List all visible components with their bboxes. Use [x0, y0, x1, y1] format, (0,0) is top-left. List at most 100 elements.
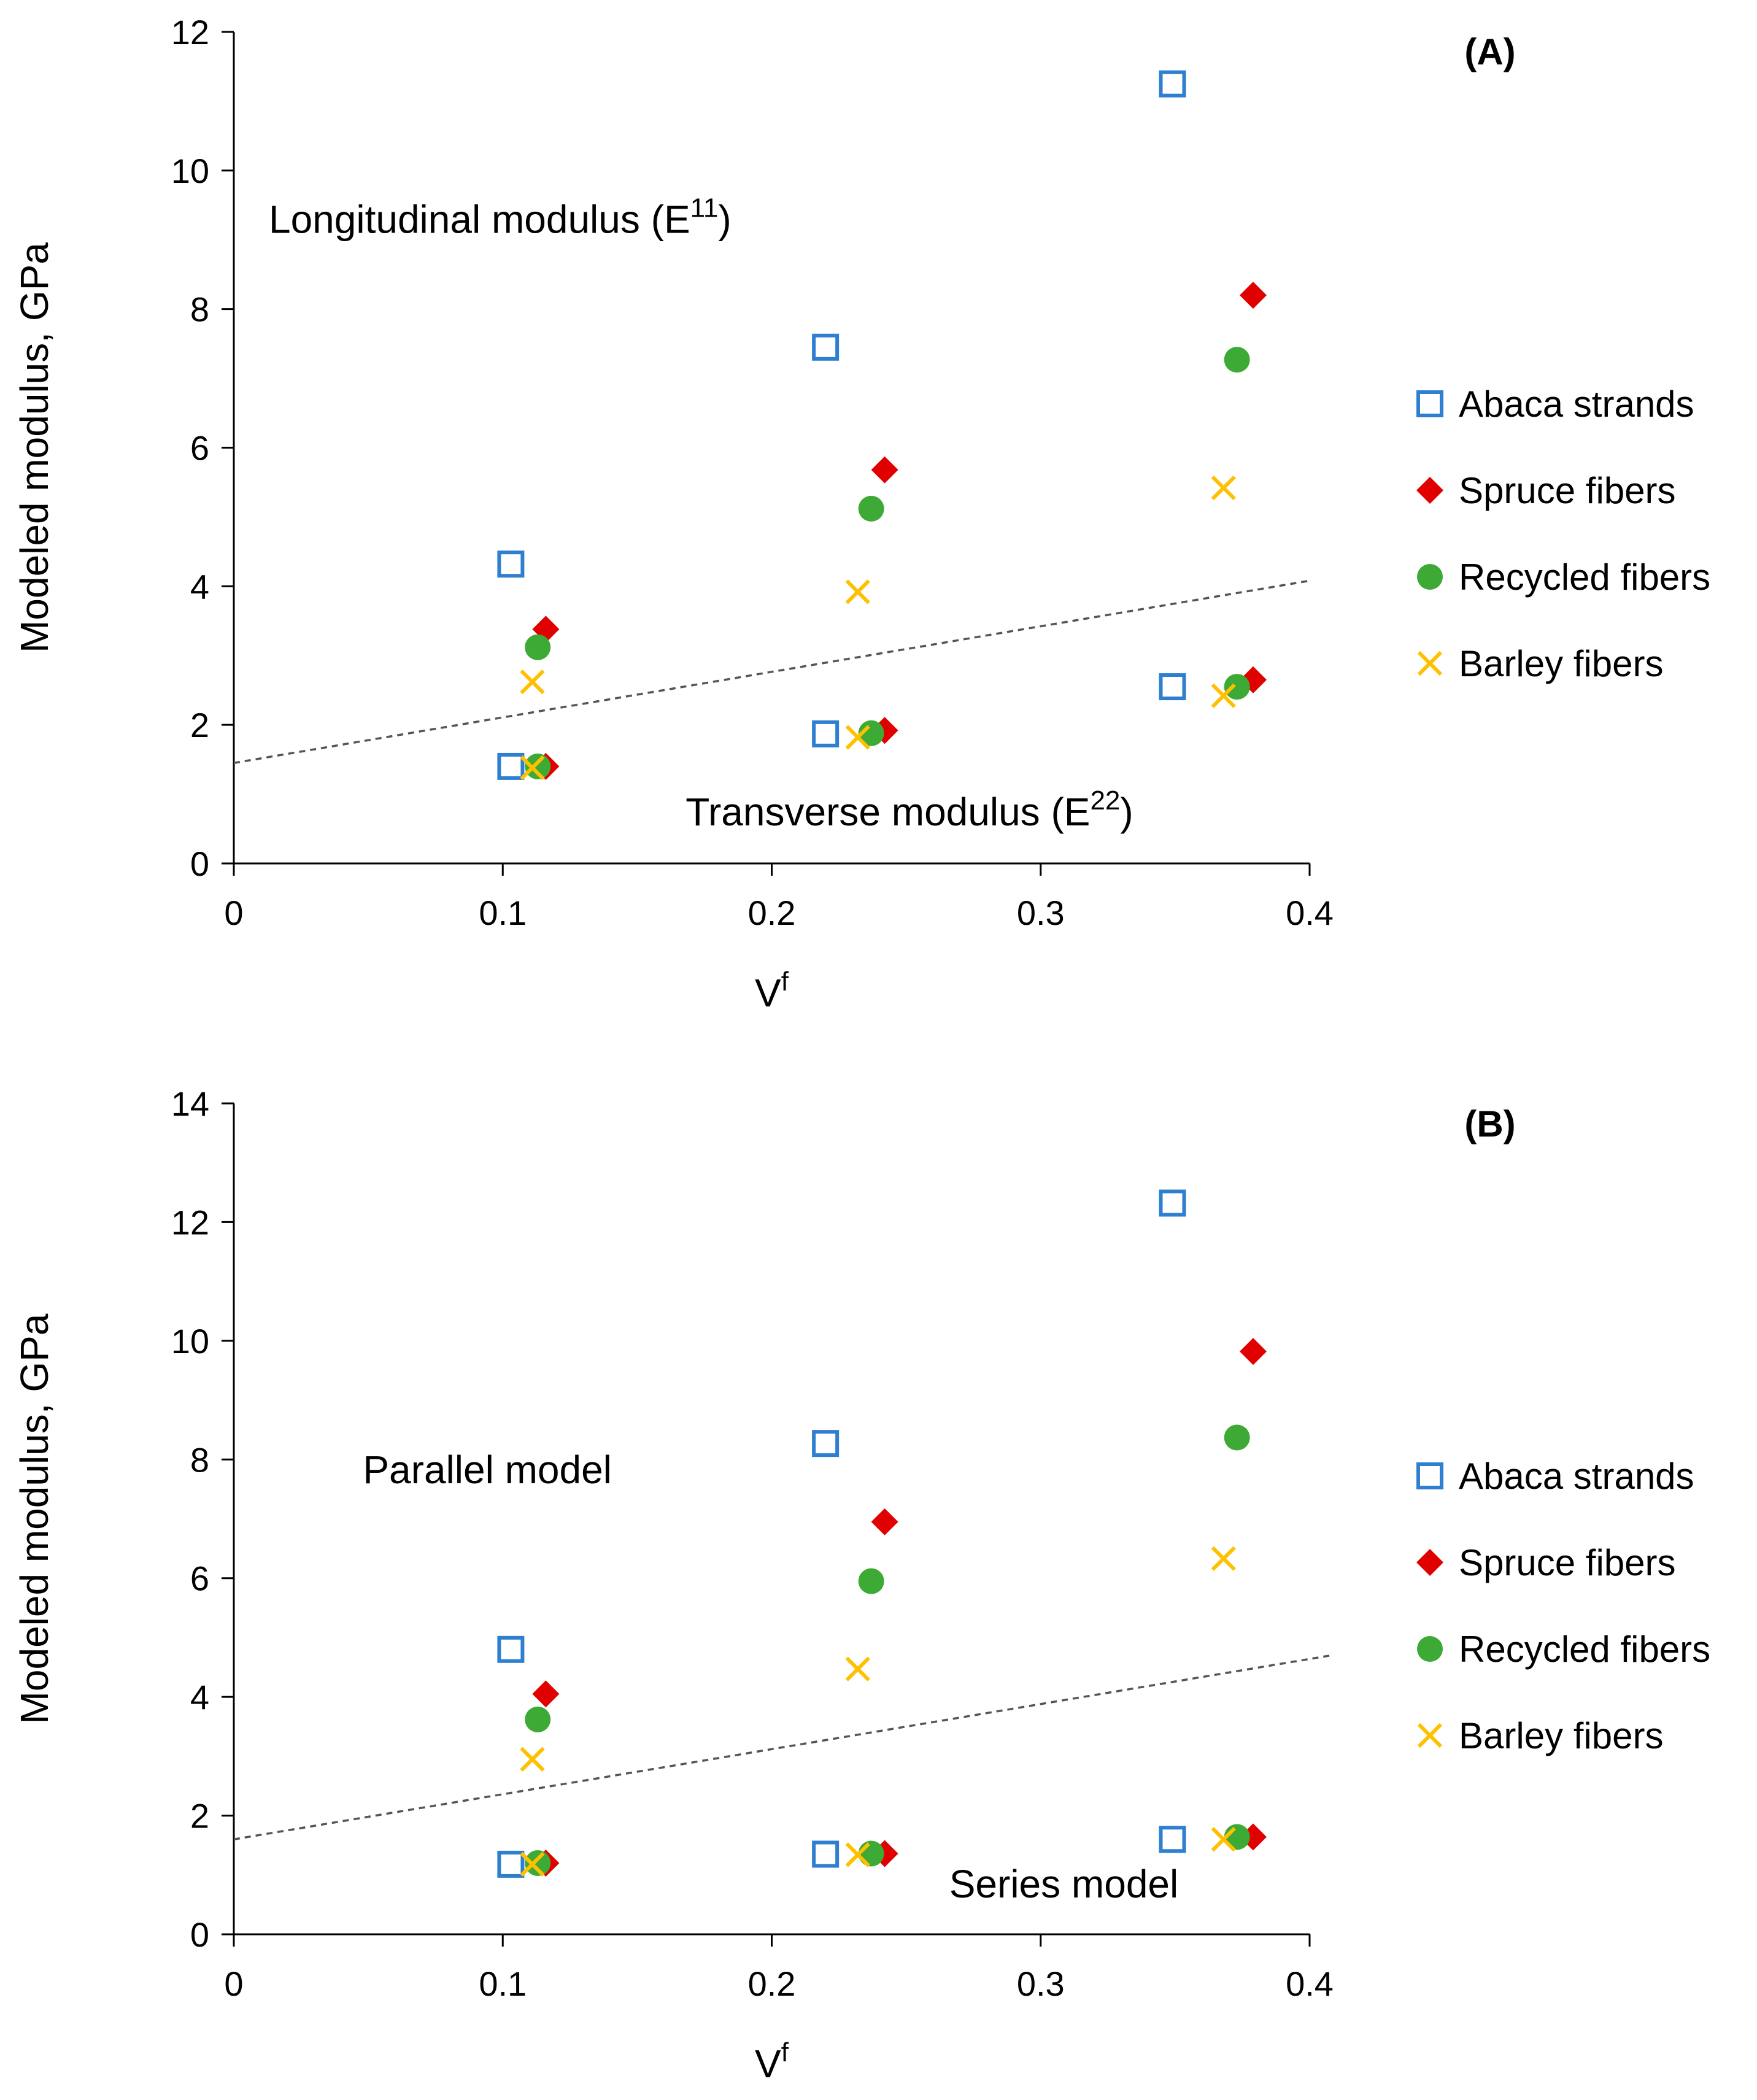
data-point: [845, 725, 870, 750]
legend-marker: [1417, 1723, 1443, 1748]
data-point: [845, 1656, 870, 1681]
data-point: [858, 1840, 884, 1867]
series-recycled-fibers: [525, 347, 1250, 779]
data-point: [1159, 70, 1186, 98]
y-tick-label: 4: [190, 567, 209, 606]
legend: Abaca strands Spruce fibers Recycled fiber…: [1416, 1456, 1710, 1756]
y-tick-label: 14: [171, 1084, 209, 1123]
annotation-lower: Series model: [949, 1862, 1179, 1906]
data-point: [858, 720, 884, 746]
x-tick-label: 0: [224, 1964, 243, 2003]
x-axis-title: Vf: [755, 2037, 789, 2086]
annotation-upper: Longitudinal modulus (E11): [269, 193, 732, 241]
annotation-upper: Parallel model: [363, 1448, 612, 1492]
x-tick-label: 0.2: [748, 894, 796, 932]
legend-marker: [1417, 650, 1443, 676]
legend-item: Spruce fibers: [1416, 1542, 1676, 1583]
legend-item: Recycled fibers: [1417, 557, 1710, 598]
data-point: [1159, 1826, 1186, 1853]
legend-label: Recycled fibers: [1459, 1629, 1710, 1670]
data-point: [525, 634, 551, 660]
x-tick-label: 0.4: [1286, 894, 1334, 932]
data-point: [812, 1430, 840, 1457]
x-axis-title: Vf: [755, 967, 789, 1015]
legend-marker: [1417, 1636, 1443, 1662]
legend-label: Spruce fibers: [1459, 1542, 1676, 1583]
y-tick-label: 0: [190, 1915, 209, 1954]
x-tick-label: 0.1: [479, 894, 527, 932]
series-barley-fibers: [520, 1546, 1236, 1877]
data-point: [858, 495, 884, 522]
legend-marker: [1416, 1462, 1443, 1489]
data-point: [1211, 475, 1236, 501]
data-point: [520, 755, 545, 781]
y-tick-label: 8: [190, 290, 209, 329]
data-point: [497, 752, 525, 780]
legend-label: Spruce fibers: [1459, 470, 1676, 511]
y-tick-label: 2: [190, 706, 209, 744]
legend-label: Barley fibers: [1459, 643, 1663, 684]
data-point: [871, 456, 898, 484]
series-spruce-fibers: [532, 1338, 1267, 1877]
x-tick-label: 0.1: [479, 1964, 527, 2003]
data-point: [812, 1840, 840, 1868]
data-point: [1211, 1827, 1236, 1852]
legend-item: Recycled fibers: [1417, 1629, 1710, 1670]
data-point: [812, 333, 840, 361]
x-tick-label: 0.2: [748, 1964, 796, 2003]
y-axis-title: Modeled modulus, GPa: [12, 242, 56, 653]
data-point: [1211, 683, 1236, 708]
data-point: [1224, 1424, 1250, 1451]
legend-marker: [1416, 390, 1443, 417]
y-tick-label: 6: [190, 429, 209, 468]
legend-marker: [1416, 477, 1443, 504]
data-point: [858, 1568, 884, 1594]
legend-item: Barley fibers: [1417, 643, 1663, 684]
data-point: [871, 1508, 898, 1535]
legend-label: Abaca strands: [1459, 384, 1694, 425]
x-tick-label: 0.4: [1286, 1964, 1334, 2003]
x-tick-label: 0.3: [1017, 894, 1065, 932]
data-point: [532, 1680, 560, 1708]
panel-label: (A): [1464, 31, 1515, 72]
y-tick-label: 10: [171, 152, 209, 190]
x-tick-label: 0: [224, 894, 243, 932]
data-point: [520, 1747, 545, 1772]
y-tick-label: 8: [190, 1440, 209, 1479]
data-point: [812, 720, 840, 747]
data-point: [1211, 1546, 1236, 1571]
data-point: [497, 550, 525, 578]
data-point: [525, 1850, 551, 1876]
data-point: [1239, 1338, 1267, 1365]
data-point: [845, 1842, 870, 1867]
data-point: [525, 753, 551, 779]
y-tick-label: 10: [171, 1322, 209, 1361]
legend-marker: [1417, 564, 1443, 590]
data-point: [1224, 347, 1250, 373]
data-point: [1159, 1189, 1186, 1217]
legend-label: Abaca strands: [1459, 1456, 1694, 1497]
legend-label: Barley fibers: [1459, 1715, 1663, 1756]
legend-label: Recycled fibers: [1459, 557, 1710, 598]
data-point: [497, 1850, 525, 1878]
data-point: [520, 670, 545, 695]
series-barley-fibers: [520, 475, 1236, 781]
y-tick-label: 2: [190, 1797, 209, 1836]
divider-dashed-line: [233, 579, 1310, 764]
panel-b: 0 2 4 6 8 10 12 14 0 0.1 0.2 0.3 0.4 Modeled modulus,…: [12, 1084, 1710, 2086]
data-point: [520, 1851, 545, 1877]
y-tick-label: 0: [190, 844, 209, 883]
divider-dashed-line: [233, 1654, 1332, 1840]
series-abaca-strands: [497, 1189, 1186, 1878]
legend-marker: [1416, 1549, 1443, 1576]
y-tick-label: 4: [190, 1678, 209, 1716]
data-point: [1159, 673, 1186, 701]
legend: Abaca strands Spruce fibers Recycled fiber…: [1416, 384, 1710, 684]
legend-item: Abaca strands: [1416, 1456, 1694, 1497]
series-abaca-strands: [497, 70, 1186, 780]
data-point: [1239, 282, 1267, 309]
y-tick-label: 12: [171, 13, 209, 52]
y-tick-label: 12: [171, 1203, 209, 1241]
